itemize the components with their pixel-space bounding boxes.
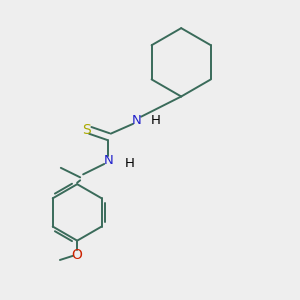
Text: N: N [103, 154, 113, 167]
Text: O: O [72, 248, 83, 262]
Text: S: S [82, 123, 91, 137]
Text: N: N [132, 114, 142, 127]
Text: H: H [151, 114, 161, 127]
Text: H: H [124, 157, 134, 170]
